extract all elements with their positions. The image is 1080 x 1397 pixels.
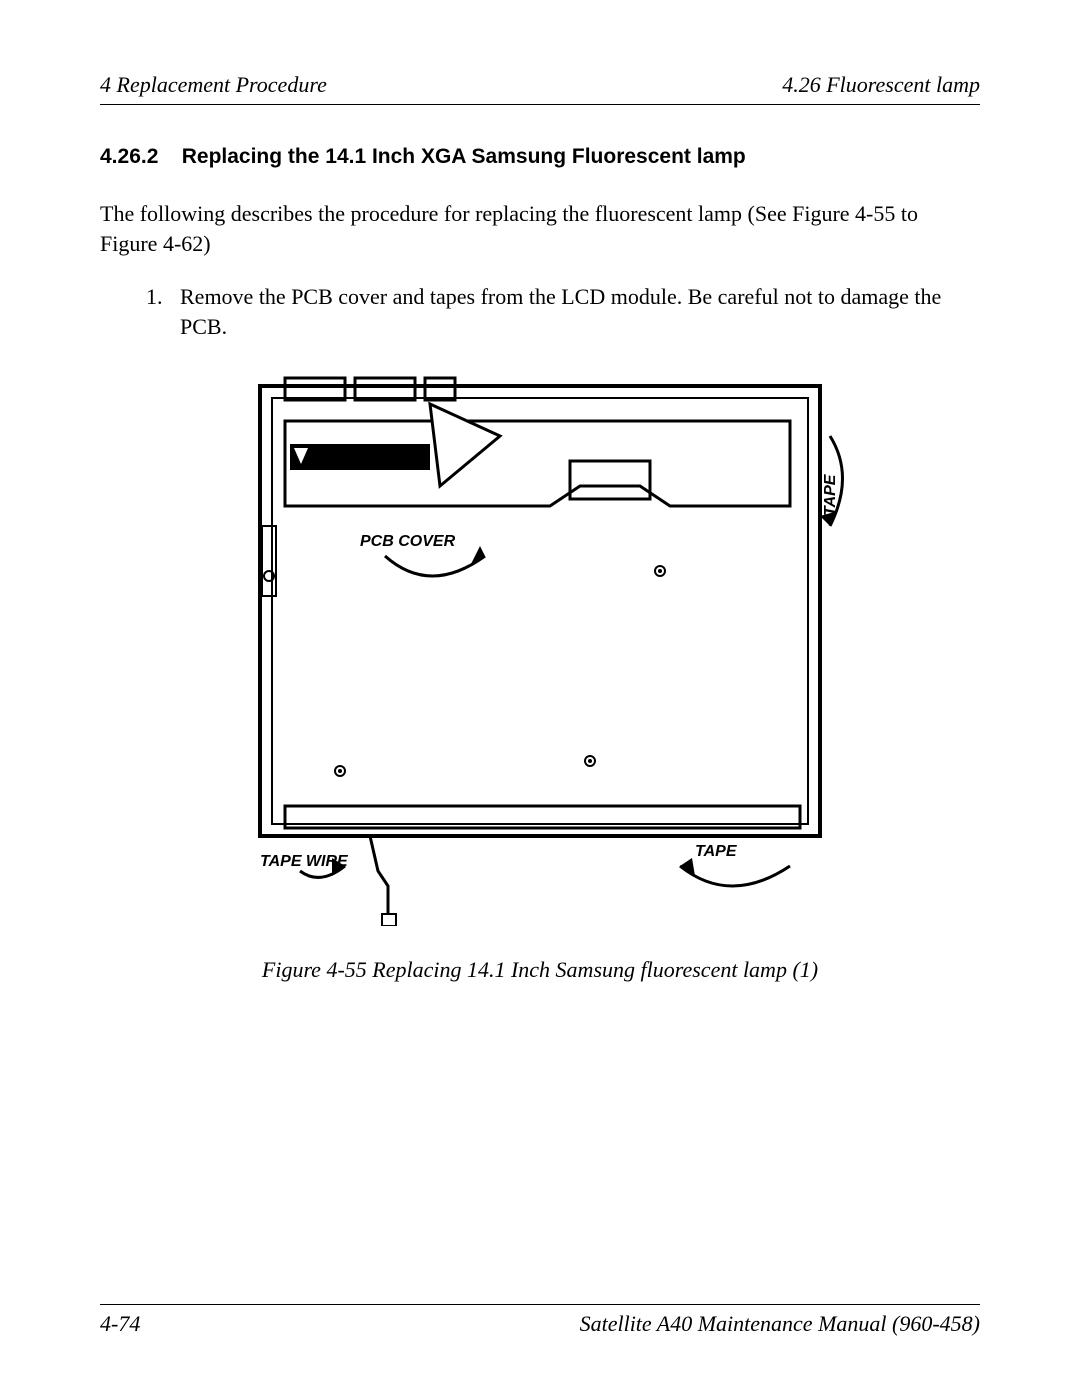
- section-title: Replacing the 14.1 Inch XGA Samsung Fluo…: [182, 145, 746, 168]
- header-left: 4 Replacement Procedure: [100, 72, 327, 98]
- footer-right: Satellite A40 Maintenance Manual (960-45…: [580, 1311, 980, 1337]
- footer-left: 4-74: [100, 1311, 140, 1337]
- list-item: 1. Remove the PCB cover and tapes from t…: [146, 282, 980, 341]
- header-right: 4.26 Fluorescent lamp: [782, 72, 980, 98]
- label-pcb-cover: PCB COVER: [360, 533, 456, 550]
- step-number: 1.: [146, 282, 180, 312]
- page-content: 4.26.2 Replacing the 14.1 Inch XGA Samsu…: [100, 105, 980, 1304]
- label-tape-bottom: TAPE: [695, 843, 738, 860]
- step-text: Remove the PCB cover and tapes from the …: [180, 282, 980, 341]
- section-heading: 4.26.2 Replacing the 14.1 Inch XGA Samsu…: [100, 145, 980, 169]
- diagram-svg: PCB COVER TAPE TA: [230, 366, 850, 926]
- section-number: 4.26.2: [100, 145, 158, 168]
- page-footer: 4-74 Satellite A40 Maintenance Manual (9…: [100, 1304, 980, 1337]
- intro-paragraph: The following describes the procedure fo…: [100, 199, 980, 258]
- page-header: 4 Replacement Procedure 4.26 Fluorescent…: [100, 72, 980, 105]
- figure: PCB COVER TAPE TA: [100, 366, 980, 983]
- figure-caption: Figure 4-55 Replacing 14.1 Inch Samsung …: [100, 957, 980, 983]
- step-list: 1. Remove the PCB cover and tapes from t…: [100, 282, 980, 341]
- page: 4 Replacement Procedure 4.26 Fluorescent…: [0, 0, 1080, 1397]
